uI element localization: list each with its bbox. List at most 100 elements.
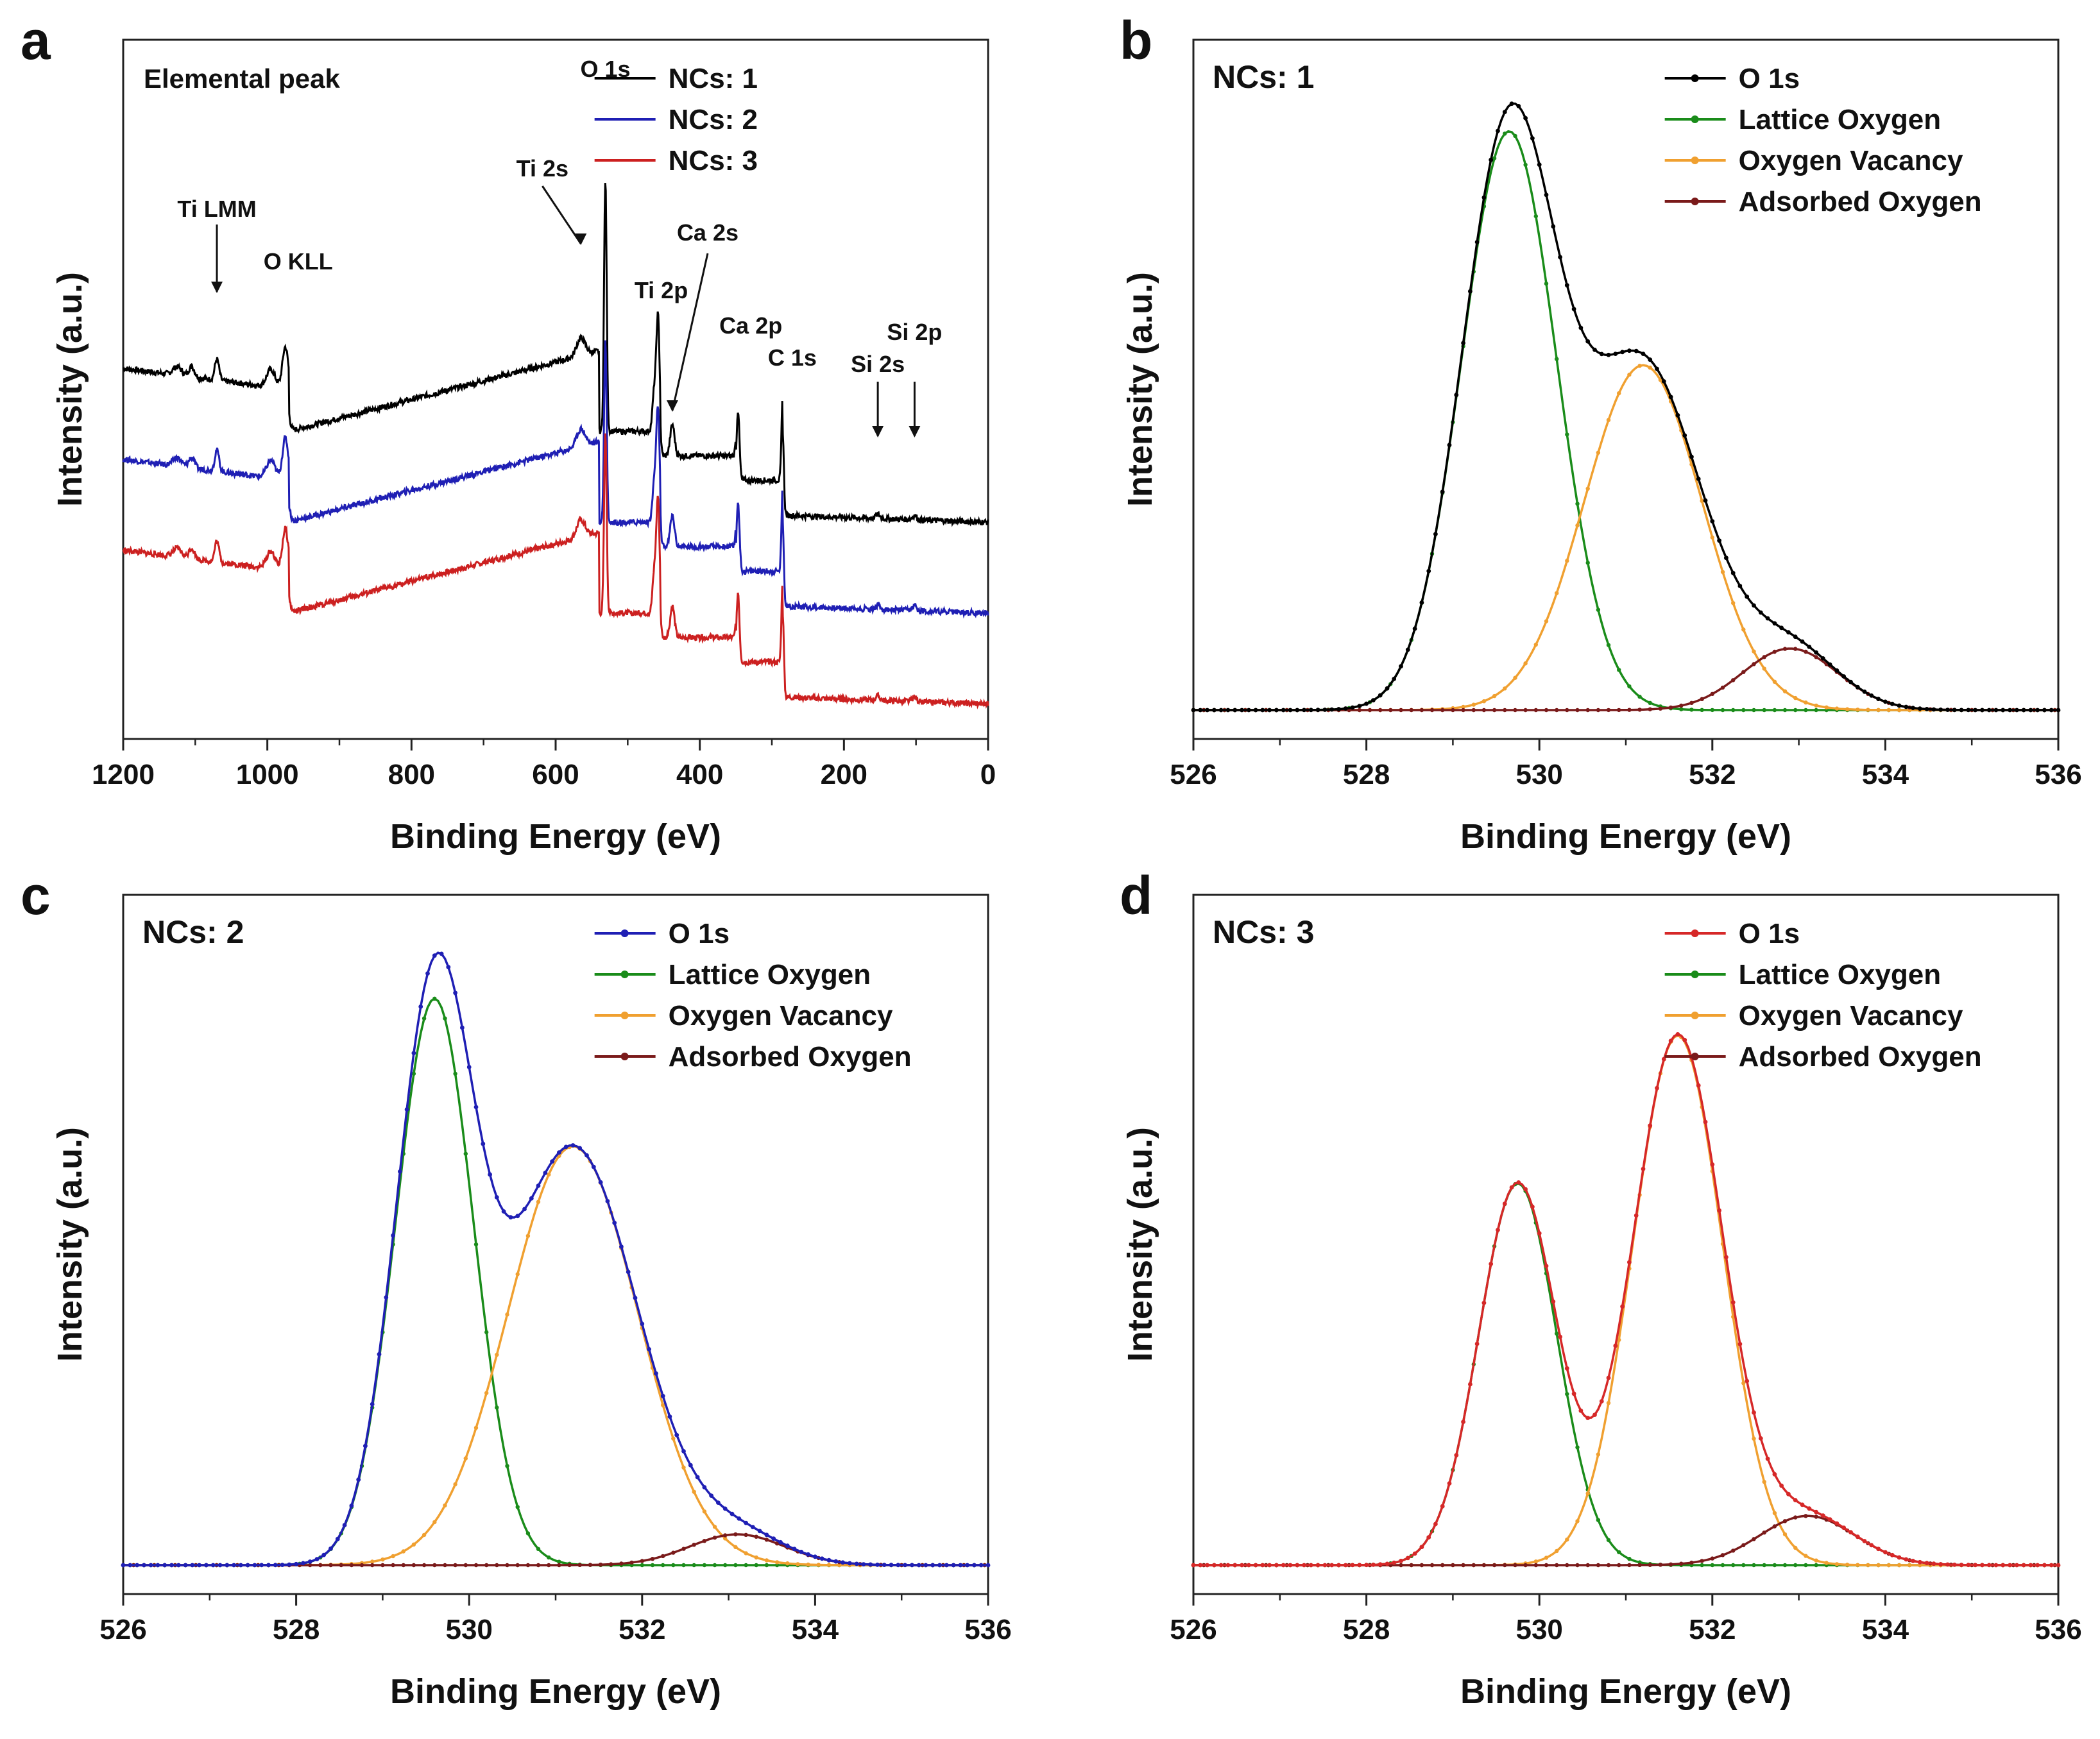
envelope-marker (1883, 1550, 1888, 1555)
component-marker (1627, 1557, 1632, 1561)
component-marker (1918, 1563, 1922, 1568)
envelope-marker (1634, 1213, 1639, 1218)
component-marker (1637, 364, 1642, 368)
x-axis-title: Binding Energy (eV) (1460, 1672, 1791, 1711)
envelope-marker (619, 1244, 624, 1249)
component-marker (629, 1560, 634, 1565)
envelope-marker (287, 1562, 292, 1567)
component-marker (1741, 1381, 1746, 1386)
component-marker (474, 1563, 479, 1568)
envelope-marker (965, 1563, 969, 1568)
component-marker (1710, 535, 1714, 540)
component-marker (1627, 684, 1632, 689)
component-marker (692, 1489, 696, 1494)
peak-annotation: Ca 2s (677, 219, 738, 246)
x-axis-title: Binding Energy (eV) (390, 1672, 721, 1711)
envelope-marker (1551, 224, 1556, 229)
envelope-marker (1578, 325, 1584, 330)
component-marker (1793, 1515, 1798, 1520)
component-marker (547, 1555, 551, 1560)
x-tick-label: 526 (1170, 759, 1216, 790)
envelope-marker (1205, 708, 1209, 713)
envelope-marker (1267, 1563, 1272, 1568)
component-marker (1523, 1563, 1528, 1568)
x-tick-label: 200 (821, 759, 867, 790)
component-marker (1367, 708, 1372, 713)
component-marker (712, 1525, 717, 1529)
envelope-marker (882, 1563, 887, 1568)
component-marker (515, 1505, 520, 1509)
envelope-marker (1814, 650, 1819, 655)
envelope-marker (1502, 1201, 1507, 1206)
legend-label: O 1s (669, 918, 730, 949)
envelope-marker (1606, 352, 1611, 357)
legend-label: Adsorbed Oxygen (669, 1041, 912, 1073)
envelope-marker (1966, 1563, 1971, 1568)
envelope-marker (792, 1547, 797, 1552)
envelope-marker (1385, 1561, 1390, 1566)
component-marker (1606, 1401, 1611, 1405)
component-marker (1388, 708, 1393, 713)
component-marker (1409, 708, 1413, 713)
envelope-marker (654, 1371, 658, 1376)
component-marker (1585, 708, 1590, 713)
envelope-marker (1807, 645, 1812, 649)
envelope-marker (1793, 634, 1798, 640)
envelope-marker (1592, 1412, 1597, 1418)
component-marker (640, 1559, 644, 1563)
component-marker (547, 1172, 551, 1177)
annotation-arrow-head (666, 400, 678, 412)
envelope-marker (1904, 1557, 1909, 1562)
component-marker (1866, 1563, 1870, 1568)
component-marker (774, 1563, 780, 1568)
component-marker (505, 1464, 509, 1468)
component-marker (1804, 1563, 1808, 1568)
legend-label: NCs: 2 (669, 104, 758, 135)
envelope-marker (1786, 1491, 1791, 1497)
envelope-marker (1191, 708, 1196, 713)
envelope-marker (903, 1563, 907, 1568)
envelope-marker (1564, 283, 1569, 287)
envelope-marker (986, 1563, 991, 1568)
component-marker (1555, 708, 1559, 713)
component-marker (1804, 700, 1808, 705)
envelope-marker (1675, 1032, 1680, 1037)
component-marker (702, 1509, 707, 1514)
envelope-marker (585, 1153, 589, 1158)
envelope-marker (1993, 1563, 1999, 1568)
envelope-marker (1329, 1563, 1335, 1568)
envelope-marker (944, 1563, 949, 1568)
component-marker (1741, 627, 1746, 632)
component-marker (1668, 1562, 1673, 1566)
envelope-marker (937, 1563, 942, 1568)
envelope-marker (1696, 477, 1701, 481)
chart-title: Elemental peak (144, 64, 340, 94)
envelope-marker (1668, 1039, 1673, 1043)
component-marker (1585, 1563, 1590, 1568)
envelope-marker (1959, 1563, 1964, 1568)
envelope-marker (1357, 704, 1362, 708)
component-marker (1793, 1545, 1798, 1550)
envelope-marker (896, 1563, 901, 1568)
envelope-marker (923, 1563, 928, 1568)
component-marker (474, 1425, 479, 1430)
envelope-marker (1745, 594, 1750, 599)
envelope-marker (1461, 1420, 1466, 1425)
component-marker (1782, 1519, 1788, 1523)
component-marker (1357, 708, 1362, 713)
envelope-marker (1218, 1563, 1224, 1568)
envelope-marker (1322, 708, 1327, 712)
x-tick-label: 528 (1343, 759, 1390, 790)
component-marker (1513, 1563, 1517, 1568)
component-marker (588, 1563, 593, 1567)
envelope-marker (1772, 621, 1777, 626)
envelope-marker (522, 1207, 527, 1212)
envelope-marker (1378, 693, 1383, 698)
component-marker (598, 1563, 603, 1567)
component-marker (391, 1563, 395, 1568)
envelope-marker (1599, 352, 1604, 357)
envelope-marker (1827, 662, 1832, 667)
component-marker (1544, 708, 1549, 713)
component-marker (1814, 1558, 1818, 1563)
envelope-marker (799, 1549, 804, 1554)
